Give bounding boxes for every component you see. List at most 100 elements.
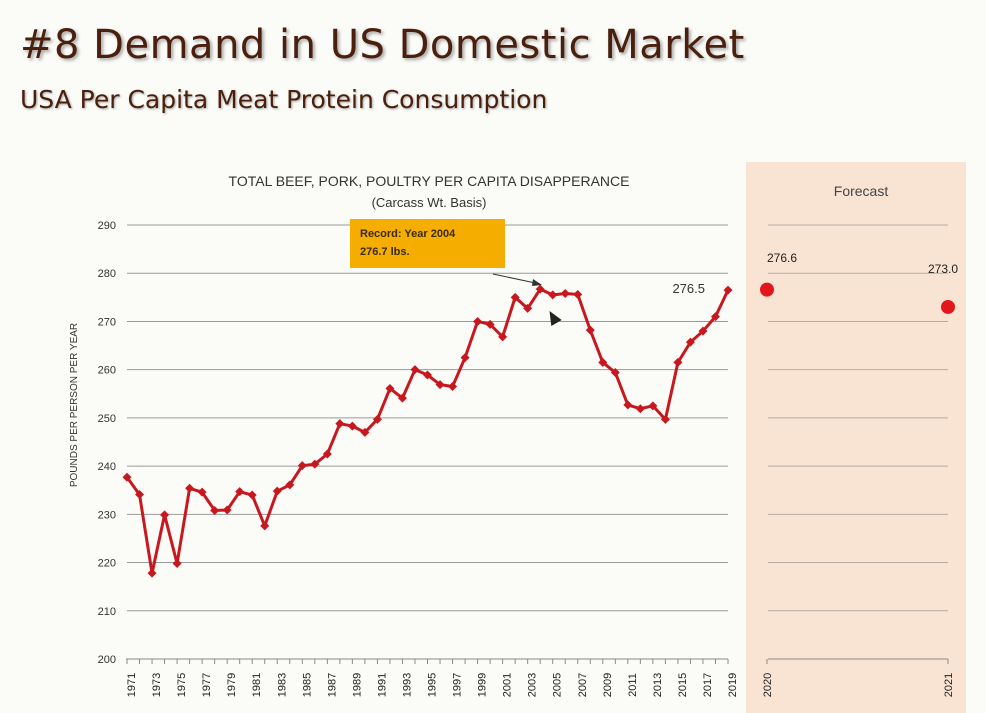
series-point xyxy=(385,383,395,393)
series-point xyxy=(372,414,382,424)
series-point xyxy=(347,421,357,431)
x-tick-label: 1973 xyxy=(151,673,163,697)
series-point xyxy=(648,401,658,411)
series-points xyxy=(122,284,733,578)
series-point xyxy=(710,312,720,322)
series-point xyxy=(160,510,170,520)
y-axis-label: POUNDS PER PERSON PER YEAR xyxy=(69,323,80,487)
forecast-points: 276.6 273.0 xyxy=(760,251,958,314)
forecast-gridlines xyxy=(768,224,948,612)
x-tick-label: 1981 xyxy=(251,673,263,697)
series-point xyxy=(185,483,195,493)
series-point xyxy=(698,326,708,336)
x-tick-label: 2017 xyxy=(702,673,714,697)
y-tick-label: 200 xyxy=(98,654,116,666)
series-point xyxy=(523,303,533,313)
chart-subtitle: (Carcass Wt. Basis) xyxy=(372,195,487,210)
x-tick-label: 2005 xyxy=(552,673,564,697)
chart-title: TOTAL BEEF, PORK, POULTRY PER CAPITA DIS… xyxy=(229,173,630,189)
series-point xyxy=(260,521,270,531)
x-tick-label: 1979 xyxy=(226,673,238,697)
y-tick-label: 280 xyxy=(98,268,116,280)
series-point xyxy=(448,382,458,392)
record-callout-line1: Record: Year 2004 xyxy=(360,228,456,240)
x-tick-label: 1991 xyxy=(376,673,388,697)
y-tick-label: 230 xyxy=(98,509,116,521)
series-point xyxy=(272,486,282,496)
slide-subtitle: USA Per Capita Meat Protein Consumption xyxy=(20,85,548,114)
series-point xyxy=(660,414,670,424)
forecast-x-tick-label: 2021 xyxy=(943,673,955,697)
y-tick-label: 250 xyxy=(98,413,116,425)
record-callout-box xyxy=(350,219,505,268)
slide-title: #8 Demand in US Domestic Market xyxy=(20,22,745,68)
main-x-tick-labels: 1971 1973 1975 1977 1979 1981 1983 1985 1987 1989… xyxy=(126,659,739,697)
x-tick-label: 1977 xyxy=(201,673,213,697)
series-line xyxy=(125,287,730,574)
series-point xyxy=(122,472,132,482)
series-point xyxy=(423,370,432,380)
series-point xyxy=(172,559,182,569)
series-point xyxy=(435,380,445,390)
forecast-x-tick-labels: 2020 2021 xyxy=(762,659,955,697)
x-tick-label: 2013 xyxy=(652,673,664,697)
series-point xyxy=(410,365,420,375)
series-point xyxy=(297,461,307,471)
forecast-title: Forecast xyxy=(834,183,889,199)
series-point xyxy=(635,404,645,414)
series-point xyxy=(310,459,320,469)
series-point xyxy=(460,353,470,363)
x-tick-label: 1985 xyxy=(301,673,313,697)
series-point xyxy=(360,427,370,437)
x-tick-label: 1989 xyxy=(351,673,363,697)
last-value-label: 276.5 xyxy=(672,281,705,296)
series-point xyxy=(322,449,332,459)
series-point xyxy=(247,490,257,500)
record-callout-line2: 276.7 lbs. xyxy=(360,246,410,258)
series-point xyxy=(535,284,545,294)
y-tick-label: 290 xyxy=(98,220,116,232)
series-point xyxy=(210,505,220,515)
x-tick-label: 1993 xyxy=(401,673,413,697)
series-point xyxy=(510,292,520,302)
series-point xyxy=(685,337,695,347)
forecast-x-tick-label: 2020 xyxy=(762,673,774,697)
forecast-value-label: 276.6 xyxy=(767,251,797,265)
series-point xyxy=(135,490,145,500)
forecast-value-label: 273.0 xyxy=(928,262,958,276)
x-tick-label: 2001 xyxy=(502,673,514,697)
x-tick-label: 1983 xyxy=(276,673,288,697)
x-tick-label: 2019 xyxy=(727,673,739,697)
series-point xyxy=(673,357,683,367)
y-tick-label: 220 xyxy=(98,558,116,570)
series-point xyxy=(397,393,407,403)
series-point xyxy=(548,290,558,300)
x-tick-label: 2007 xyxy=(577,673,589,697)
x-tick-label: 1995 xyxy=(427,673,439,697)
y-tick-label: 240 xyxy=(98,461,116,473)
y-tick-label: 260 xyxy=(98,365,116,377)
x-tick-label: 1997 xyxy=(452,673,464,697)
x-tick-label: 1971 xyxy=(126,673,138,697)
main-y-tick-labels: 200 210 220 230 240 250 260 270 280 290 xyxy=(98,220,116,666)
main-gridlines xyxy=(127,224,728,612)
series-point xyxy=(573,289,583,299)
series-point xyxy=(610,368,620,378)
forecast-point xyxy=(941,299,955,314)
record-arrow xyxy=(492,273,541,285)
record-arrow-head xyxy=(532,279,542,286)
x-tick-label: 2003 xyxy=(527,673,539,697)
forecast-point xyxy=(760,282,774,297)
series-point xyxy=(235,487,245,497)
series-point xyxy=(623,400,633,410)
series-point xyxy=(585,325,595,335)
series-point xyxy=(197,487,207,497)
series-point xyxy=(560,288,570,298)
series-point xyxy=(147,568,157,578)
x-tick-label: 2009 xyxy=(602,673,614,697)
x-tick-label: 1975 xyxy=(176,673,188,697)
forecast-panel xyxy=(746,162,966,713)
x-tick-label: 2011 xyxy=(627,673,639,697)
y-tick-label: 270 xyxy=(98,316,116,328)
